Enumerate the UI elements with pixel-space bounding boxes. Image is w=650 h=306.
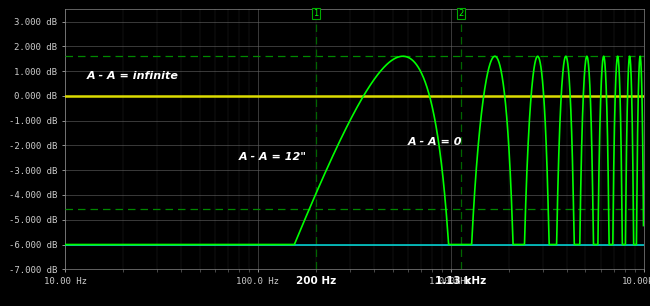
Text: A - A = 12": A - A = 12"	[239, 152, 307, 162]
Text: 2: 2	[458, 9, 463, 18]
Text: 1: 1	[313, 9, 318, 18]
Text: 200 Hz: 200 Hz	[296, 276, 336, 286]
Text: A - A = 0: A - A = 0	[408, 137, 462, 147]
Text: A - A = infinite: A - A = infinite	[87, 71, 179, 80]
Text: 1.13 kHz: 1.13 kHz	[436, 276, 487, 286]
